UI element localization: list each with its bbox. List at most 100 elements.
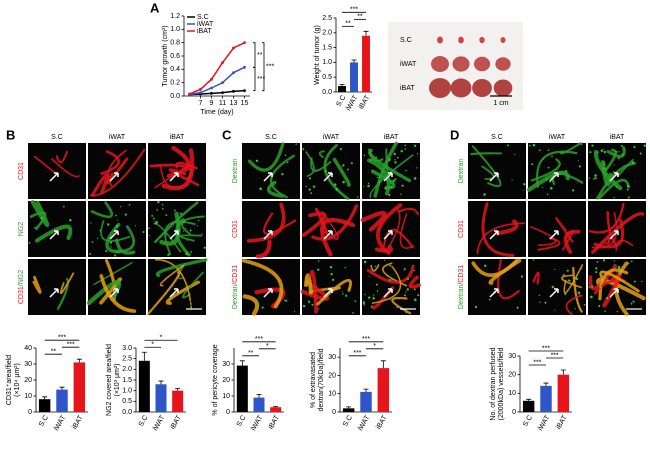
tumor: [495, 57, 511, 71]
point: [232, 46, 235, 50]
speckle: [575, 277, 579, 281]
x-tick-label: iWAT: [345, 94, 360, 112]
x-tick-label: iWAT: [250, 414, 265, 432]
vessel: [161, 148, 195, 191]
speckle: [522, 189, 524, 191]
arrow: [49, 172, 59, 182]
error-bar: [380, 360, 386, 369]
speckle: [401, 184, 404, 187]
speckle: [99, 229, 101, 232]
speckle: [580, 143, 583, 145]
speckle: [388, 278, 391, 281]
speckle: [352, 312, 354, 314]
speckle: [542, 157, 545, 160]
scale-label: 50μm: [399, 301, 417, 308]
x-tick-label: 11: [219, 100, 226, 107]
arrow: [323, 230, 333, 240]
speckle: [414, 298, 417, 302]
vessel: [494, 219, 519, 236]
vessel: [598, 178, 630, 200]
row-label: CD31: [458, 220, 465, 238]
speckle: [631, 161, 635, 164]
speckle: [603, 150, 607, 154]
point: [221, 81, 224, 85]
vessel: [33, 155, 58, 176]
error-bar: [239, 360, 245, 366]
speckle: [613, 164, 615, 166]
speckle: [617, 157, 620, 160]
significance-label: *: [266, 343, 269, 350]
speckle: [167, 253, 170, 256]
speckle: [594, 177, 597, 180]
x-tick-label: iWAT: [537, 414, 552, 432]
speckle: [284, 154, 287, 157]
y-tick-label: 10: [508, 390, 516, 397]
speckle: [165, 234, 167, 236]
speckle: [643, 144, 646, 147]
speckle: [186, 239, 188, 241]
error-bar: [339, 84, 345, 87]
significance-bracket: [253, 42, 256, 68]
y-tick-label: 30: [508, 353, 516, 360]
speckle: [577, 291, 581, 295]
arrow: [609, 230, 619, 240]
panel-letter: D: [450, 127, 459, 142]
speckle: [623, 262, 625, 264]
speckle: [345, 294, 348, 297]
speckle: [581, 268, 583, 270]
y-tick-label: 20: [508, 372, 516, 379]
y-axis-label: % of extravasated: [310, 352, 317, 408]
point: [243, 89, 246, 93]
speckle: [314, 186, 316, 188]
speckle: [91, 241, 94, 243]
arrow: [109, 172, 119, 182]
micrograph: [528, 259, 586, 315]
y-axis-label: CD31⁺area/field: [6, 355, 13, 405]
tumor: [473, 56, 491, 72]
speckle: [511, 179, 513, 181]
speckle: [633, 146, 636, 149]
x-tick-label: S.C: [138, 414, 150, 428]
point: [199, 91, 202, 95]
legend-label: iWAT: [197, 21, 214, 28]
speckle: [161, 203, 164, 206]
speckle: [117, 219, 119, 221]
vessel: [90, 201, 114, 219]
speckle: [369, 159, 372, 162]
y-tick-label: 0.8: [170, 40, 180, 47]
line-series: [189, 89, 245, 96]
speckle: [89, 252, 92, 255]
arrow: [323, 172, 333, 182]
speckle: [63, 205, 65, 208]
speckle: [375, 283, 378, 286]
speckle: [389, 158, 391, 160]
speckle: [598, 298, 600, 300]
speckle: [404, 148, 407, 150]
speckle: [161, 207, 164, 210]
speckle: [34, 226, 36, 229]
speckle: [335, 188, 339, 191]
vessel: [481, 165, 495, 180]
significance-label: **: [257, 52, 263, 59]
y-tick-label: 2.0: [322, 30, 332, 37]
speckle: [317, 308, 319, 310]
speckle: [626, 185, 630, 188]
x-tick-label: 13: [230, 100, 238, 107]
photo-row-label: iBAT: [400, 85, 415, 92]
vessel: [269, 154, 296, 199]
error-bar: [158, 380, 164, 385]
vessel: [606, 146, 626, 158]
speckle: [124, 213, 127, 216]
arrow: [263, 172, 273, 182]
vessel: [555, 217, 574, 243]
speckle: [590, 295, 593, 299]
x-tick-label: iWAT: [357, 414, 372, 432]
speckle: [357, 196, 359, 198]
speckle: [148, 234, 150, 237]
speckle: [388, 193, 391, 197]
significance-label: ***: [542, 345, 550, 352]
bar: [522, 400, 535, 412]
speckle: [520, 275, 524, 278]
micrograph: [242, 143, 300, 199]
error-bar: [59, 386, 65, 390]
